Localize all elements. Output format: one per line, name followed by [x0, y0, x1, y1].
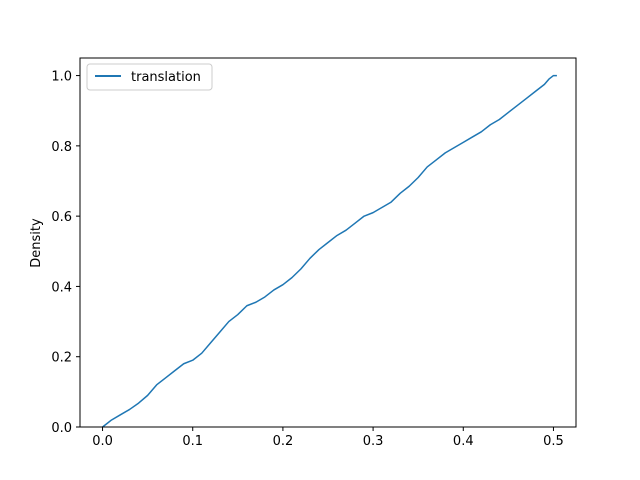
y-axis-label: Density — [29, 218, 44, 268]
y-tick-label: 0.0 — [51, 421, 72, 436]
legend: translation — [86, 63, 213, 91]
y-tick-label: 0.2 — [51, 351, 72, 366]
plot-area — [101, 74, 557, 429]
x-tick-label: 0.3 — [363, 434, 384, 449]
x-tick-label: 0.1 — [182, 434, 203, 449]
x-tick-label: 0.5 — [543, 434, 564, 449]
x-tick-label: 0.2 — [273, 434, 294, 449]
x-tick-label: 0.4 — [453, 434, 474, 449]
y-axis: 0.0 0.2 0.4 0.6 0.8 1.0 — [51, 70, 80, 436]
legend-entry-translation: translation — [131, 70, 201, 85]
y-tick-label: 0.6 — [51, 210, 72, 225]
y-tick-label: 1.0 — [51, 70, 72, 85]
x-axis: 0.0 0.1 0.2 0.3 0.4 0.5 — [92, 427, 564, 449]
y-tick-label: 0.4 — [51, 280, 72, 295]
axes-frame — [79, 57, 577, 428]
x-tick-label: 0.0 — [92, 434, 113, 449]
legend-box — [86, 63, 213, 91]
series-line-translation — [101, 74, 557, 429]
y-tick-label: 0.8 — [51, 140, 72, 155]
